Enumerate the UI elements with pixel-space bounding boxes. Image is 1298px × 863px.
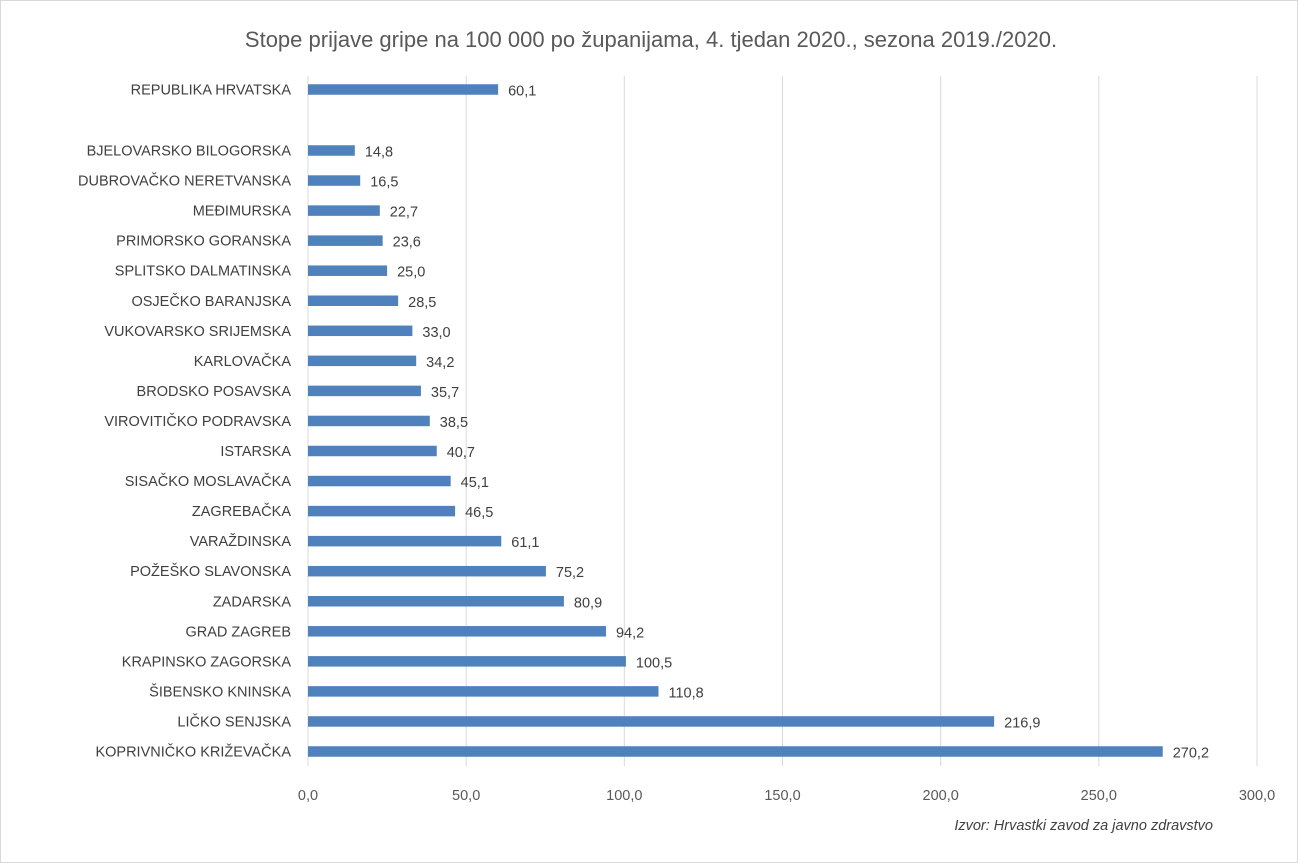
bar-value-label: 38,5 (440, 415, 468, 431)
category-label: DUBROVAČKO NERETVANSKA (78, 173, 291, 190)
bar-value-label: 16,5 (370, 175, 398, 191)
bar (308, 295, 399, 306)
bar-value-label: 80,9 (574, 595, 602, 611)
category-label: ŠIBENSKO KNINSKA (149, 683, 291, 700)
category-label: BJELOVARSKO BILOGORSKA (87, 144, 292, 160)
bar (308, 626, 606, 637)
bar (308, 565, 546, 577)
bar (308, 325, 413, 337)
bar (308, 445, 437, 457)
bar-value-label: 34,2 (426, 355, 454, 371)
bar (308, 535, 502, 547)
bar (308, 475, 451, 487)
bar-value-label: 23,6 (393, 235, 421, 251)
bar-value-label: 75,2 (556, 565, 584, 581)
bar (308, 265, 388, 276)
chart-title: Stope prijave gripe na 100 000 po župani… (245, 27, 1057, 52)
bar (308, 716, 995, 727)
bar-value-label: 33,0 (422, 325, 450, 341)
category-label: KOPRIVNIČKO KRIŽEVAČKA (95, 744, 291, 761)
x-tick-label: 200,0 (923, 788, 959, 804)
category-label: ZAGREBAČKA (192, 503, 291, 520)
x-tick-label: 50,0 (452, 788, 480, 804)
category-label: POŽEŠKO SLAVONSKA (130, 563, 291, 580)
bar-value-label: 94,2 (616, 625, 644, 641)
category-label: ZADARSKA (213, 594, 291, 610)
bar (308, 505, 456, 517)
bar-value-label: 216,9 (1004, 715, 1040, 731)
bar-value-label: 110,8 (668, 685, 703, 701)
bar (308, 656, 626, 667)
category-label: VARAŽDINSKA (190, 533, 292, 550)
bar-value-label: 25,0 (397, 265, 425, 281)
bar (308, 235, 383, 246)
x-tick-label: 250,0 (1081, 788, 1117, 804)
gridlines (307, 76, 1258, 766)
source-note: Izvor: Hrvastki zavod za javno zdravstvo (954, 818, 1213, 834)
data-labels: 60,1 14,8 16,5 22,7 23,6 25,0 28,5 33,0 34,2 35,7… (365, 84, 1209, 762)
bar-value-label: 28,5 (408, 295, 436, 311)
bars (308, 84, 1163, 757)
bar-value-label: 46,5 (465, 505, 493, 521)
category-labels: REPUBLIKA HRVATSKA BJELOVARSKO BILOGORSKA… (78, 83, 291, 761)
category-label: LIČKO SENJSKA (177, 713, 291, 730)
category-label: VUKOVARSKO SRIJEMSKA (104, 324, 291, 340)
bar-value-label: 22,7 (390, 205, 418, 221)
category-label: KRAPINSKO ZAGORSKA (122, 654, 292, 670)
bar (308, 145, 355, 156)
category-label: MEĐIMURSKA (193, 204, 292, 220)
bar-value-label: 40,7 (447, 445, 475, 461)
category-label: SISAČKO MOSLAVAČKA (125, 473, 292, 490)
bar-value-label: 14,8 (365, 145, 393, 161)
bar (308, 175, 361, 186)
x-axis-ticks: 0,0 50,0 100,0 150,0 200,0 250,0 300,0 (298, 788, 1275, 804)
bar-value-label: 35,7 (431, 385, 459, 401)
category-label: VIROVITIČKO PODRAVSKA (104, 413, 291, 430)
category-label: REPUBLIKA HRVATSKA (131, 83, 292, 99)
bar (308, 746, 1163, 757)
bar (308, 415, 430, 427)
x-tick-label: 300,0 (1239, 788, 1275, 804)
category-label: OSJEČKO BARANJSKA (131, 293, 291, 310)
bar (308, 686, 659, 697)
bar (308, 355, 417, 367)
x-tick-label: 150,0 (764, 788, 800, 804)
bar (308, 385, 421, 397)
bar (308, 596, 564, 607)
bar-value-label: 100,5 (636, 655, 672, 671)
bar-value-label: 60,1 (508, 84, 536, 100)
x-tick-label: 100,0 (606, 788, 642, 804)
x-tick-label: 0,0 (298, 788, 318, 804)
bar-value-label: 270,2 (1173, 746, 1209, 762)
bar-value-label: 45,1 (461, 475, 489, 491)
category-label: KARLOVAČKA (194, 353, 292, 370)
category-label: GRAD ZAGREB (185, 624, 291, 640)
bar-value-label: 61,1 (511, 535, 539, 551)
bar (308, 205, 380, 216)
category-label: PRIMORSKO GORANSKA (116, 234, 291, 250)
bar (308, 84, 499, 95)
category-label: SPLITSKO DALMATINSKA (115, 264, 292, 280)
category-label: ISTARSKA (220, 444, 291, 460)
category-label: BRODSKO POSAVSKA (137, 384, 292, 400)
